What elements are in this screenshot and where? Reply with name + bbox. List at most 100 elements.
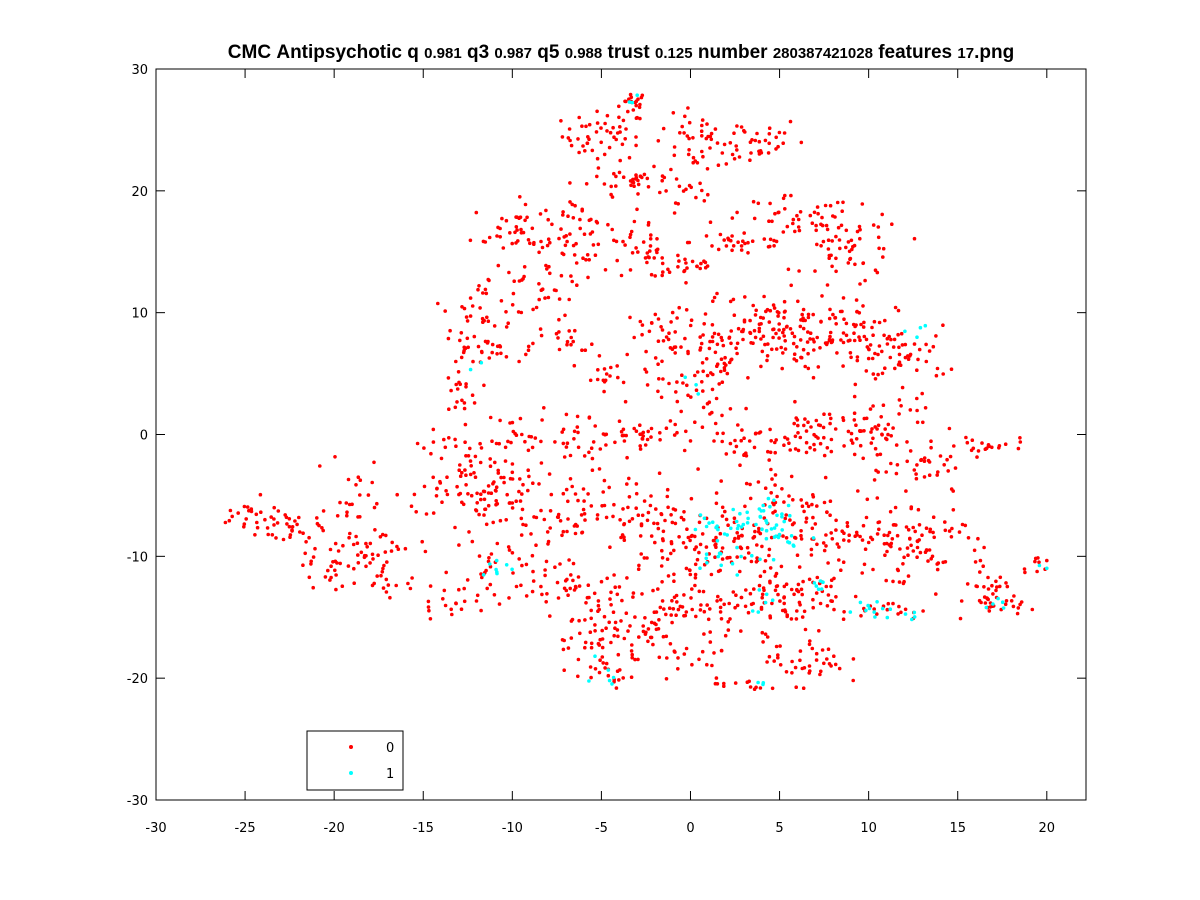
data-point	[803, 627, 808, 632]
data-point	[631, 108, 636, 112]
data-point	[837, 238, 842, 242]
data-point	[820, 294, 824, 298]
data-point	[749, 341, 753, 345]
data-point	[610, 682, 614, 686]
data-point	[710, 335, 715, 339]
data-point	[784, 582, 789, 586]
data-point	[752, 216, 757, 221]
data-point	[614, 239, 619, 244]
data-point	[756, 480, 761, 484]
data-point	[672, 211, 677, 215]
data-point	[538, 327, 543, 331]
data-point	[630, 655, 634, 660]
data-point	[917, 347, 922, 352]
y-tick-label: -30	[127, 794, 148, 809]
data-point	[682, 652, 687, 656]
data-point	[646, 185, 651, 189]
data-point	[763, 632, 768, 636]
data-point	[508, 231, 512, 235]
data-point	[355, 541, 360, 545]
data-point	[862, 334, 867, 339]
data-point	[667, 381, 671, 386]
data-point	[808, 213, 813, 218]
data-point	[724, 452, 729, 456]
data-point	[423, 549, 428, 554]
data-point	[819, 587, 824, 591]
data-point	[772, 659, 776, 663]
data-point	[700, 149, 704, 154]
data-point	[730, 152, 735, 157]
data-point	[710, 520, 715, 524]
data-point	[686, 535, 691, 540]
data-point	[1045, 558, 1049, 563]
data-point	[673, 650, 677, 654]
data-point	[888, 607, 893, 611]
data-point	[780, 515, 784, 519]
data-point	[456, 370, 461, 374]
data-point	[789, 283, 793, 288]
data-point	[854, 437, 859, 441]
data-point	[805, 340, 810, 344]
data-point	[715, 599, 719, 603]
data-point	[582, 232, 587, 236]
data-point	[763, 600, 768, 605]
data-point	[774, 644, 779, 649]
data-point	[784, 670, 789, 674]
data-point	[518, 477, 522, 481]
data-point	[742, 436, 746, 441]
data-point	[890, 222, 894, 226]
data-point	[720, 546, 725, 550]
data-point	[568, 232, 572, 236]
data-point	[714, 491, 719, 495]
data-point	[566, 517, 570, 521]
data-point	[510, 501, 515, 505]
data-point	[881, 403, 886, 408]
data-point	[739, 248, 744, 252]
data-point	[621, 118, 626, 123]
data-point	[464, 385, 468, 389]
data-point	[565, 441, 570, 446]
data-point	[649, 494, 653, 498]
data-point	[546, 237, 551, 241]
data-point	[272, 505, 277, 510]
data-point	[519, 227, 523, 232]
data-point	[597, 467, 602, 471]
data-point	[724, 162, 729, 166]
data-point	[858, 282, 862, 286]
data-point	[290, 528, 294, 532]
data-point	[602, 389, 606, 394]
data-point	[727, 335, 732, 340]
data-point	[622, 522, 626, 527]
data-point	[743, 604, 748, 609]
data-point	[763, 342, 767, 347]
data-point	[604, 626, 608, 630]
data-point	[608, 597, 612, 601]
data-point	[757, 431, 761, 435]
data-point	[1004, 599, 1009, 603]
data-point	[630, 652, 634, 657]
data-point	[713, 421, 718, 426]
data-point	[765, 354, 770, 358]
data-point	[347, 502, 352, 507]
data-point	[591, 440, 596, 444]
data-point	[922, 456, 927, 460]
data-point	[474, 210, 479, 215]
data-point	[705, 373, 710, 378]
data-point	[921, 609, 925, 613]
data-point	[506, 439, 510, 444]
data-point	[826, 561, 830, 565]
data-point	[589, 608, 593, 613]
data-point	[510, 462, 515, 466]
data-point	[490, 342, 495, 347]
data-point	[822, 500, 827, 505]
data-point	[526, 488, 530, 493]
data-point	[688, 439, 693, 443]
data-point	[708, 146, 712, 150]
data-point	[285, 522, 289, 526]
data-point	[444, 489, 448, 493]
data-point	[649, 635, 654, 640]
data-point	[790, 671, 794, 675]
data-point	[776, 314, 780, 318]
data-point	[864, 515, 869, 520]
data-point	[822, 661, 826, 666]
